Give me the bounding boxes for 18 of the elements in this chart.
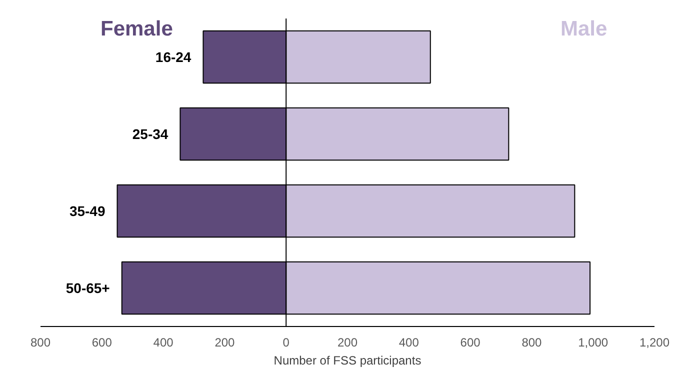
y-tick-label: 25-34 [132,126,168,142]
series-label: Female [100,18,173,40]
x-tick-label: 0 [282,336,290,350]
x-tick-label: 1,200 [639,336,670,350]
x-axis-title: Number of FSS participants [274,354,422,368]
y-tick-label: 35-49 [69,203,106,219]
y-tick-label: 16-24 [155,49,192,65]
x-tick-label: 400 [153,336,174,350]
x-tick-label: 600 [460,336,481,350]
x-tick-label: 600 [92,336,112,350]
text: Male [560,18,608,40]
x-tick-label: 400 [398,336,420,350]
x-tick-label: 200 [337,336,358,350]
x-tick-label: 1,000 [578,336,608,350]
x-tick-label: 200 [214,336,236,350]
y-tick-label: 50-65+ [66,280,110,296]
x-tick-label: 800 [522,336,542,350]
x-tick-label: 800 [30,336,51,350]
